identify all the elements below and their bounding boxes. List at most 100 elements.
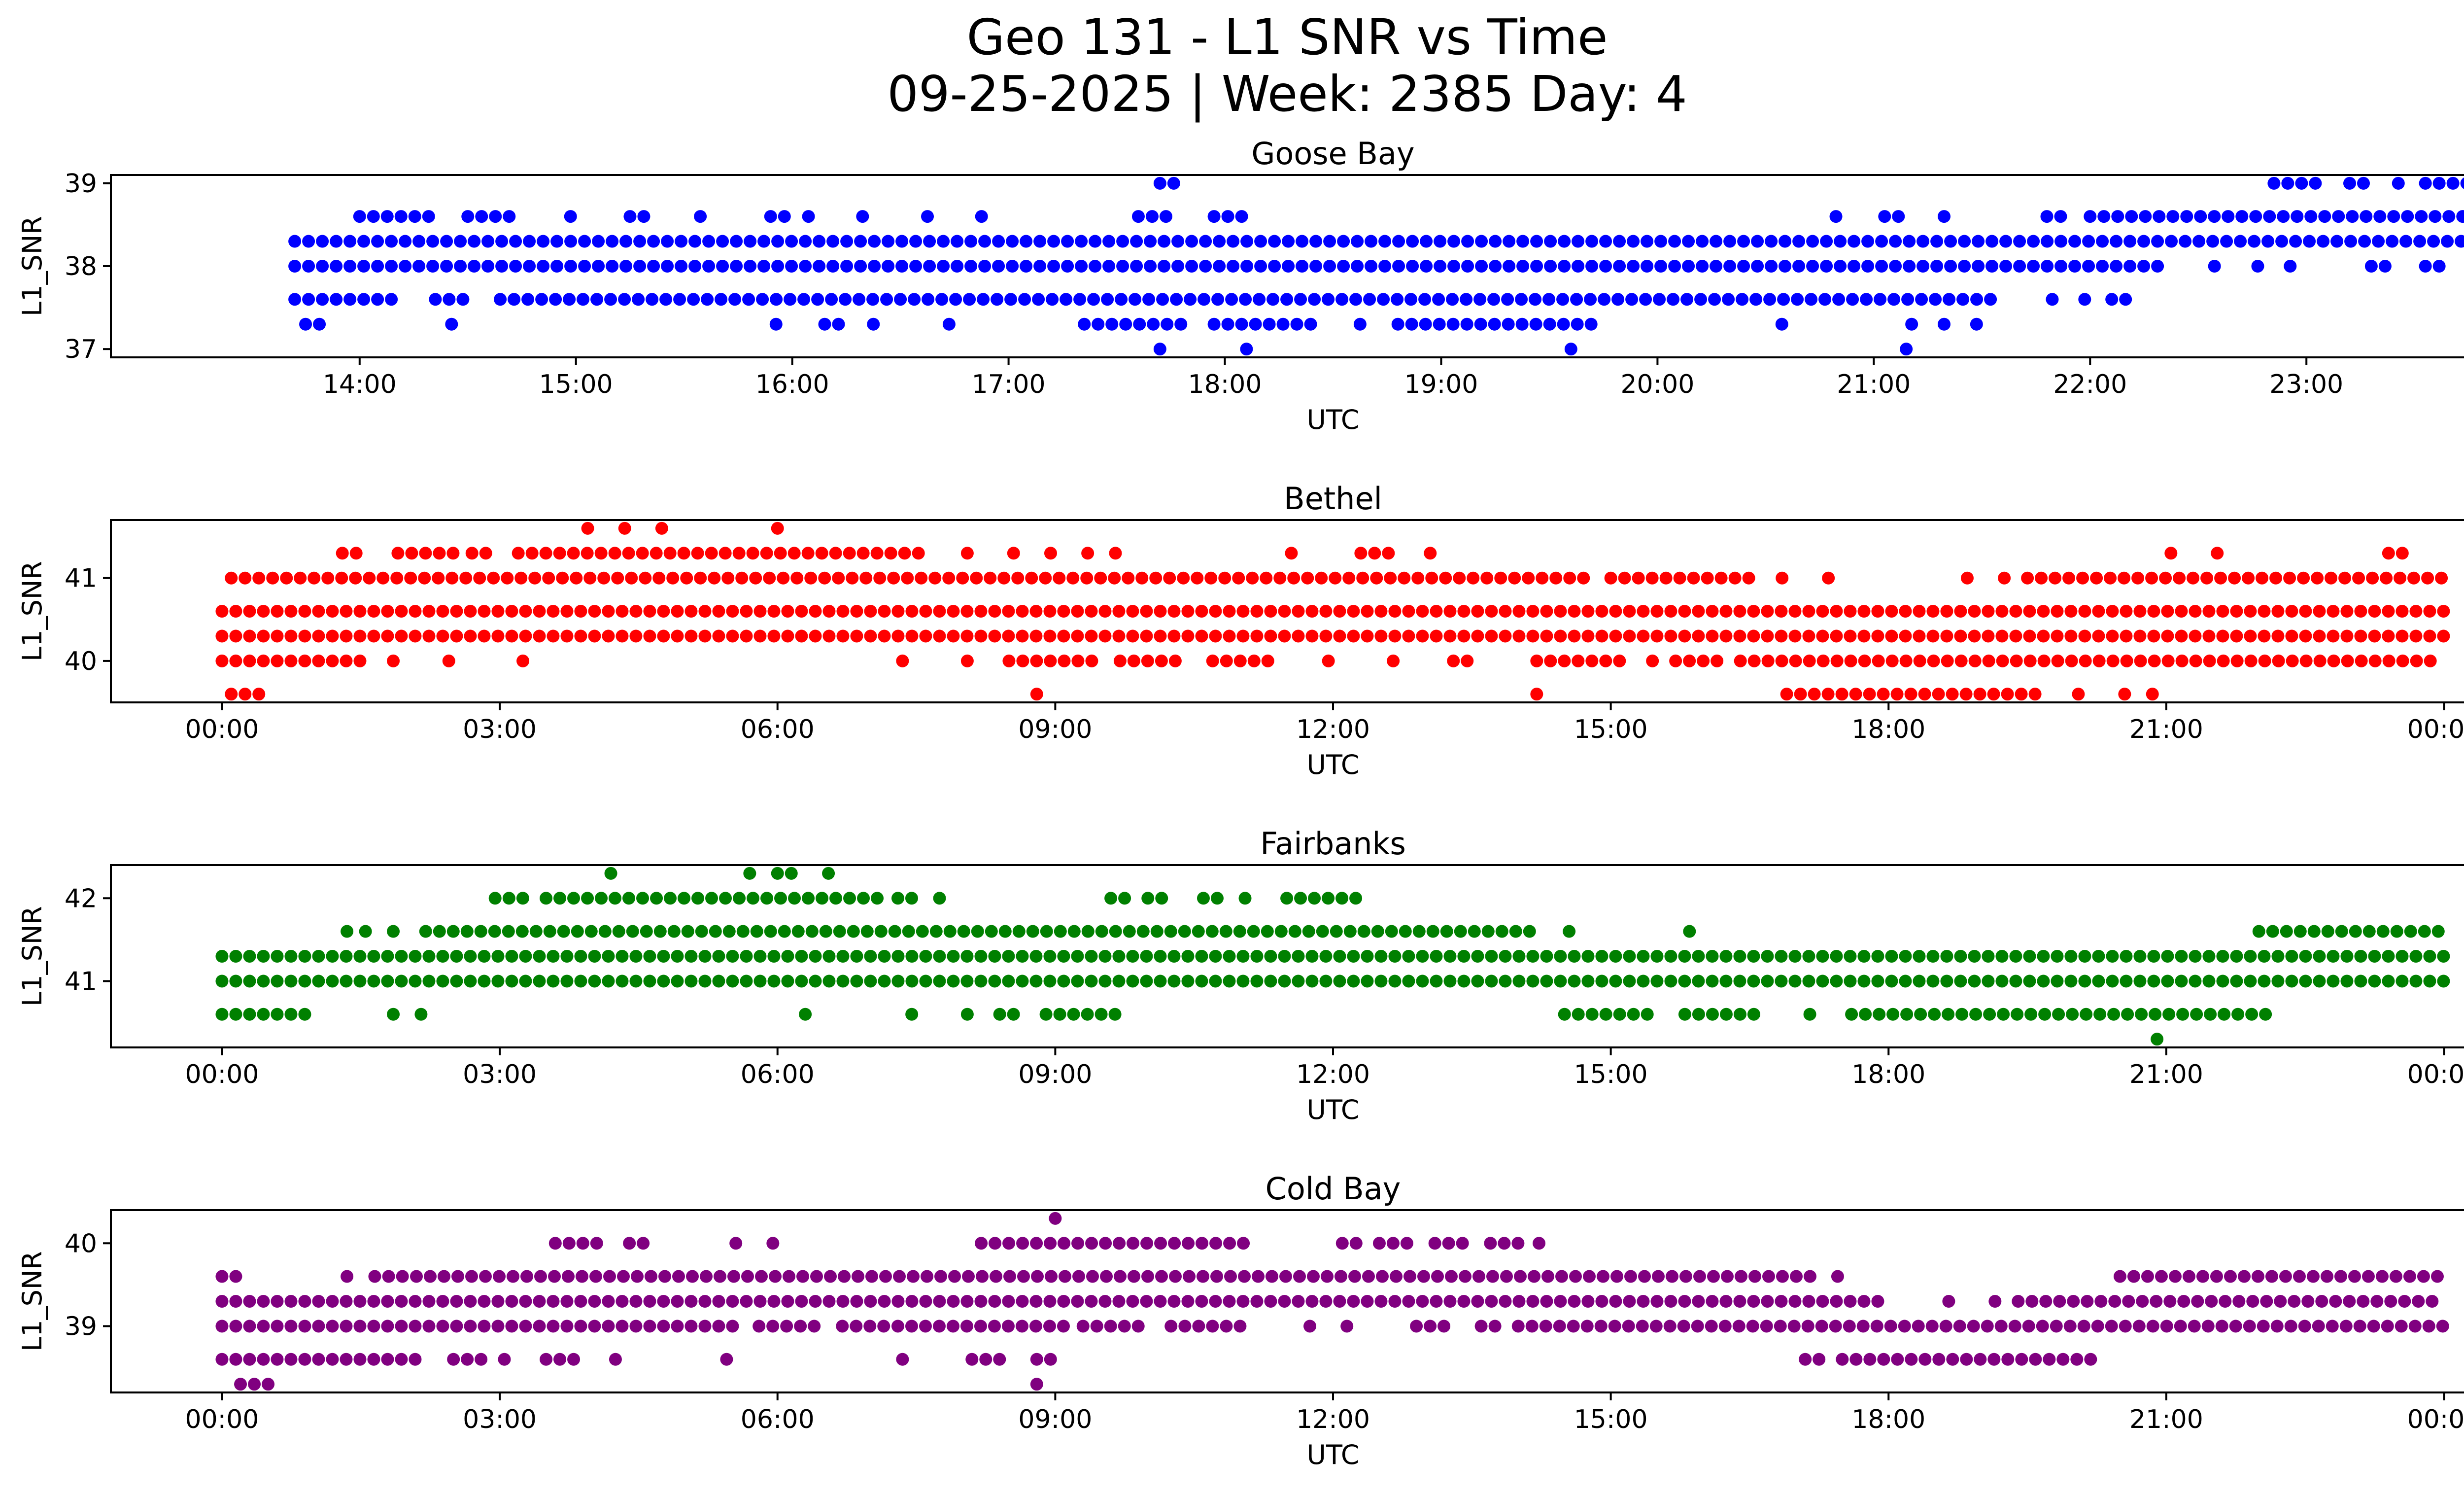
- data-point: [1411, 571, 1425, 585]
- data-point: [712, 605, 725, 618]
- data-point: [2368, 974, 2381, 988]
- data-point: [2092, 950, 2105, 963]
- data-point: [1914, 1008, 1927, 1021]
- data-point: [836, 629, 850, 643]
- x-tick-label: 12:00: [1296, 715, 1370, 744]
- x-tick-label: 06:00: [741, 715, 815, 744]
- data-point: [2215, 1320, 2228, 1333]
- data-point: [1058, 654, 1071, 667]
- data-point: [2205, 1295, 2218, 1308]
- data-point: [503, 210, 516, 223]
- data-point: [781, 605, 794, 618]
- data-point: [2084, 210, 2097, 223]
- data-point: [1624, 1270, 1637, 1283]
- data-point: [519, 950, 532, 963]
- data-point: [557, 925, 570, 938]
- data-point: [1982, 654, 1995, 667]
- data-point: [1611, 293, 1625, 306]
- data-point: [491, 629, 505, 643]
- data-point: [1213, 260, 1226, 273]
- data-point: [1526, 1295, 1540, 1308]
- data-point: [564, 210, 577, 223]
- data-point: [964, 260, 978, 273]
- data-point: [795, 974, 808, 988]
- data-point: [1329, 571, 1342, 585]
- data-point: [353, 629, 367, 643]
- data-point: [2357, 176, 2370, 190]
- data-point: [1609, 605, 1622, 618]
- data-point: [1261, 925, 1274, 938]
- data-point: [535, 293, 548, 306]
- data-point: [571, 925, 584, 938]
- data-point: [312, 974, 325, 988]
- data-point: [695, 925, 708, 938]
- data-point: [1526, 950, 1540, 963]
- data-point: [767, 629, 781, 643]
- data-point: [671, 974, 684, 988]
- data-point: [1004, 293, 1018, 306]
- y-axis-label: L1_SNR: [17, 216, 48, 316]
- data-point: [1581, 974, 1595, 988]
- data-point: [2289, 235, 2302, 248]
- data-point: [1090, 1320, 1103, 1333]
- data-point: [312, 629, 325, 643]
- data-point: [1361, 629, 1374, 643]
- data-point: [368, 1270, 381, 1283]
- data-point: [2271, 605, 2285, 618]
- data-point: [1392, 260, 1405, 273]
- data-point: [781, 950, 794, 963]
- data-point: [1749, 293, 1763, 306]
- data-point: [2386, 235, 2399, 248]
- data-point: [1970, 317, 1983, 331]
- data-point: [705, 892, 719, 905]
- data-point: [1016, 1295, 1029, 1308]
- data-point: [1683, 654, 1696, 667]
- data-point: [1723, 235, 1737, 248]
- data-point: [1238, 1270, 1251, 1283]
- data-point: [1822, 571, 1835, 585]
- data-point: [410, 1270, 423, 1283]
- data-point: [2211, 547, 2224, 560]
- data-point: [733, 892, 746, 905]
- data-point: [464, 1295, 477, 1308]
- data-point: [1347, 1295, 1360, 1308]
- data-point: [1960, 571, 1974, 585]
- data-point: [478, 1320, 491, 1333]
- data-point: [1801, 1320, 1814, 1333]
- data-point: [1861, 260, 1875, 273]
- data-point: [1706, 1008, 1719, 1021]
- data-point: [933, 629, 946, 643]
- data-point: [1402, 1295, 1415, 1308]
- data-point: [2265, 1270, 2278, 1283]
- data-point: [436, 605, 449, 618]
- data-point: [2349, 925, 2362, 938]
- data-point: [2021, 571, 2034, 585]
- data-point: [257, 974, 270, 988]
- data-point: [418, 571, 431, 585]
- data-point: [1540, 629, 1553, 643]
- data-point: [488, 925, 501, 938]
- data-point: [2175, 950, 2188, 963]
- data-point: [726, 1295, 739, 1308]
- data-point: [1213, 235, 1226, 248]
- data-point: [426, 260, 440, 273]
- data-point: [1802, 950, 1815, 963]
- snr-level-38.3: [288, 235, 2464, 248]
- data-point: [702, 260, 716, 273]
- data-point: [2424, 654, 2437, 667]
- data-point: [313, 317, 326, 331]
- data-point: [1646, 654, 1659, 667]
- data-point: [1981, 1320, 1994, 1333]
- data-point: [1430, 950, 1443, 963]
- data-point: [2015, 688, 2028, 701]
- data-point: [1889, 260, 1902, 273]
- data-point: [888, 925, 901, 938]
- data-point: [2078, 974, 2091, 988]
- data-point: [1207, 210, 1221, 223]
- data-point: [1938, 317, 1951, 331]
- data-point: [491, 974, 505, 988]
- data-point: [1073, 293, 1087, 306]
- data-point: [1253, 293, 1266, 306]
- data-point: [1987, 1353, 2001, 1366]
